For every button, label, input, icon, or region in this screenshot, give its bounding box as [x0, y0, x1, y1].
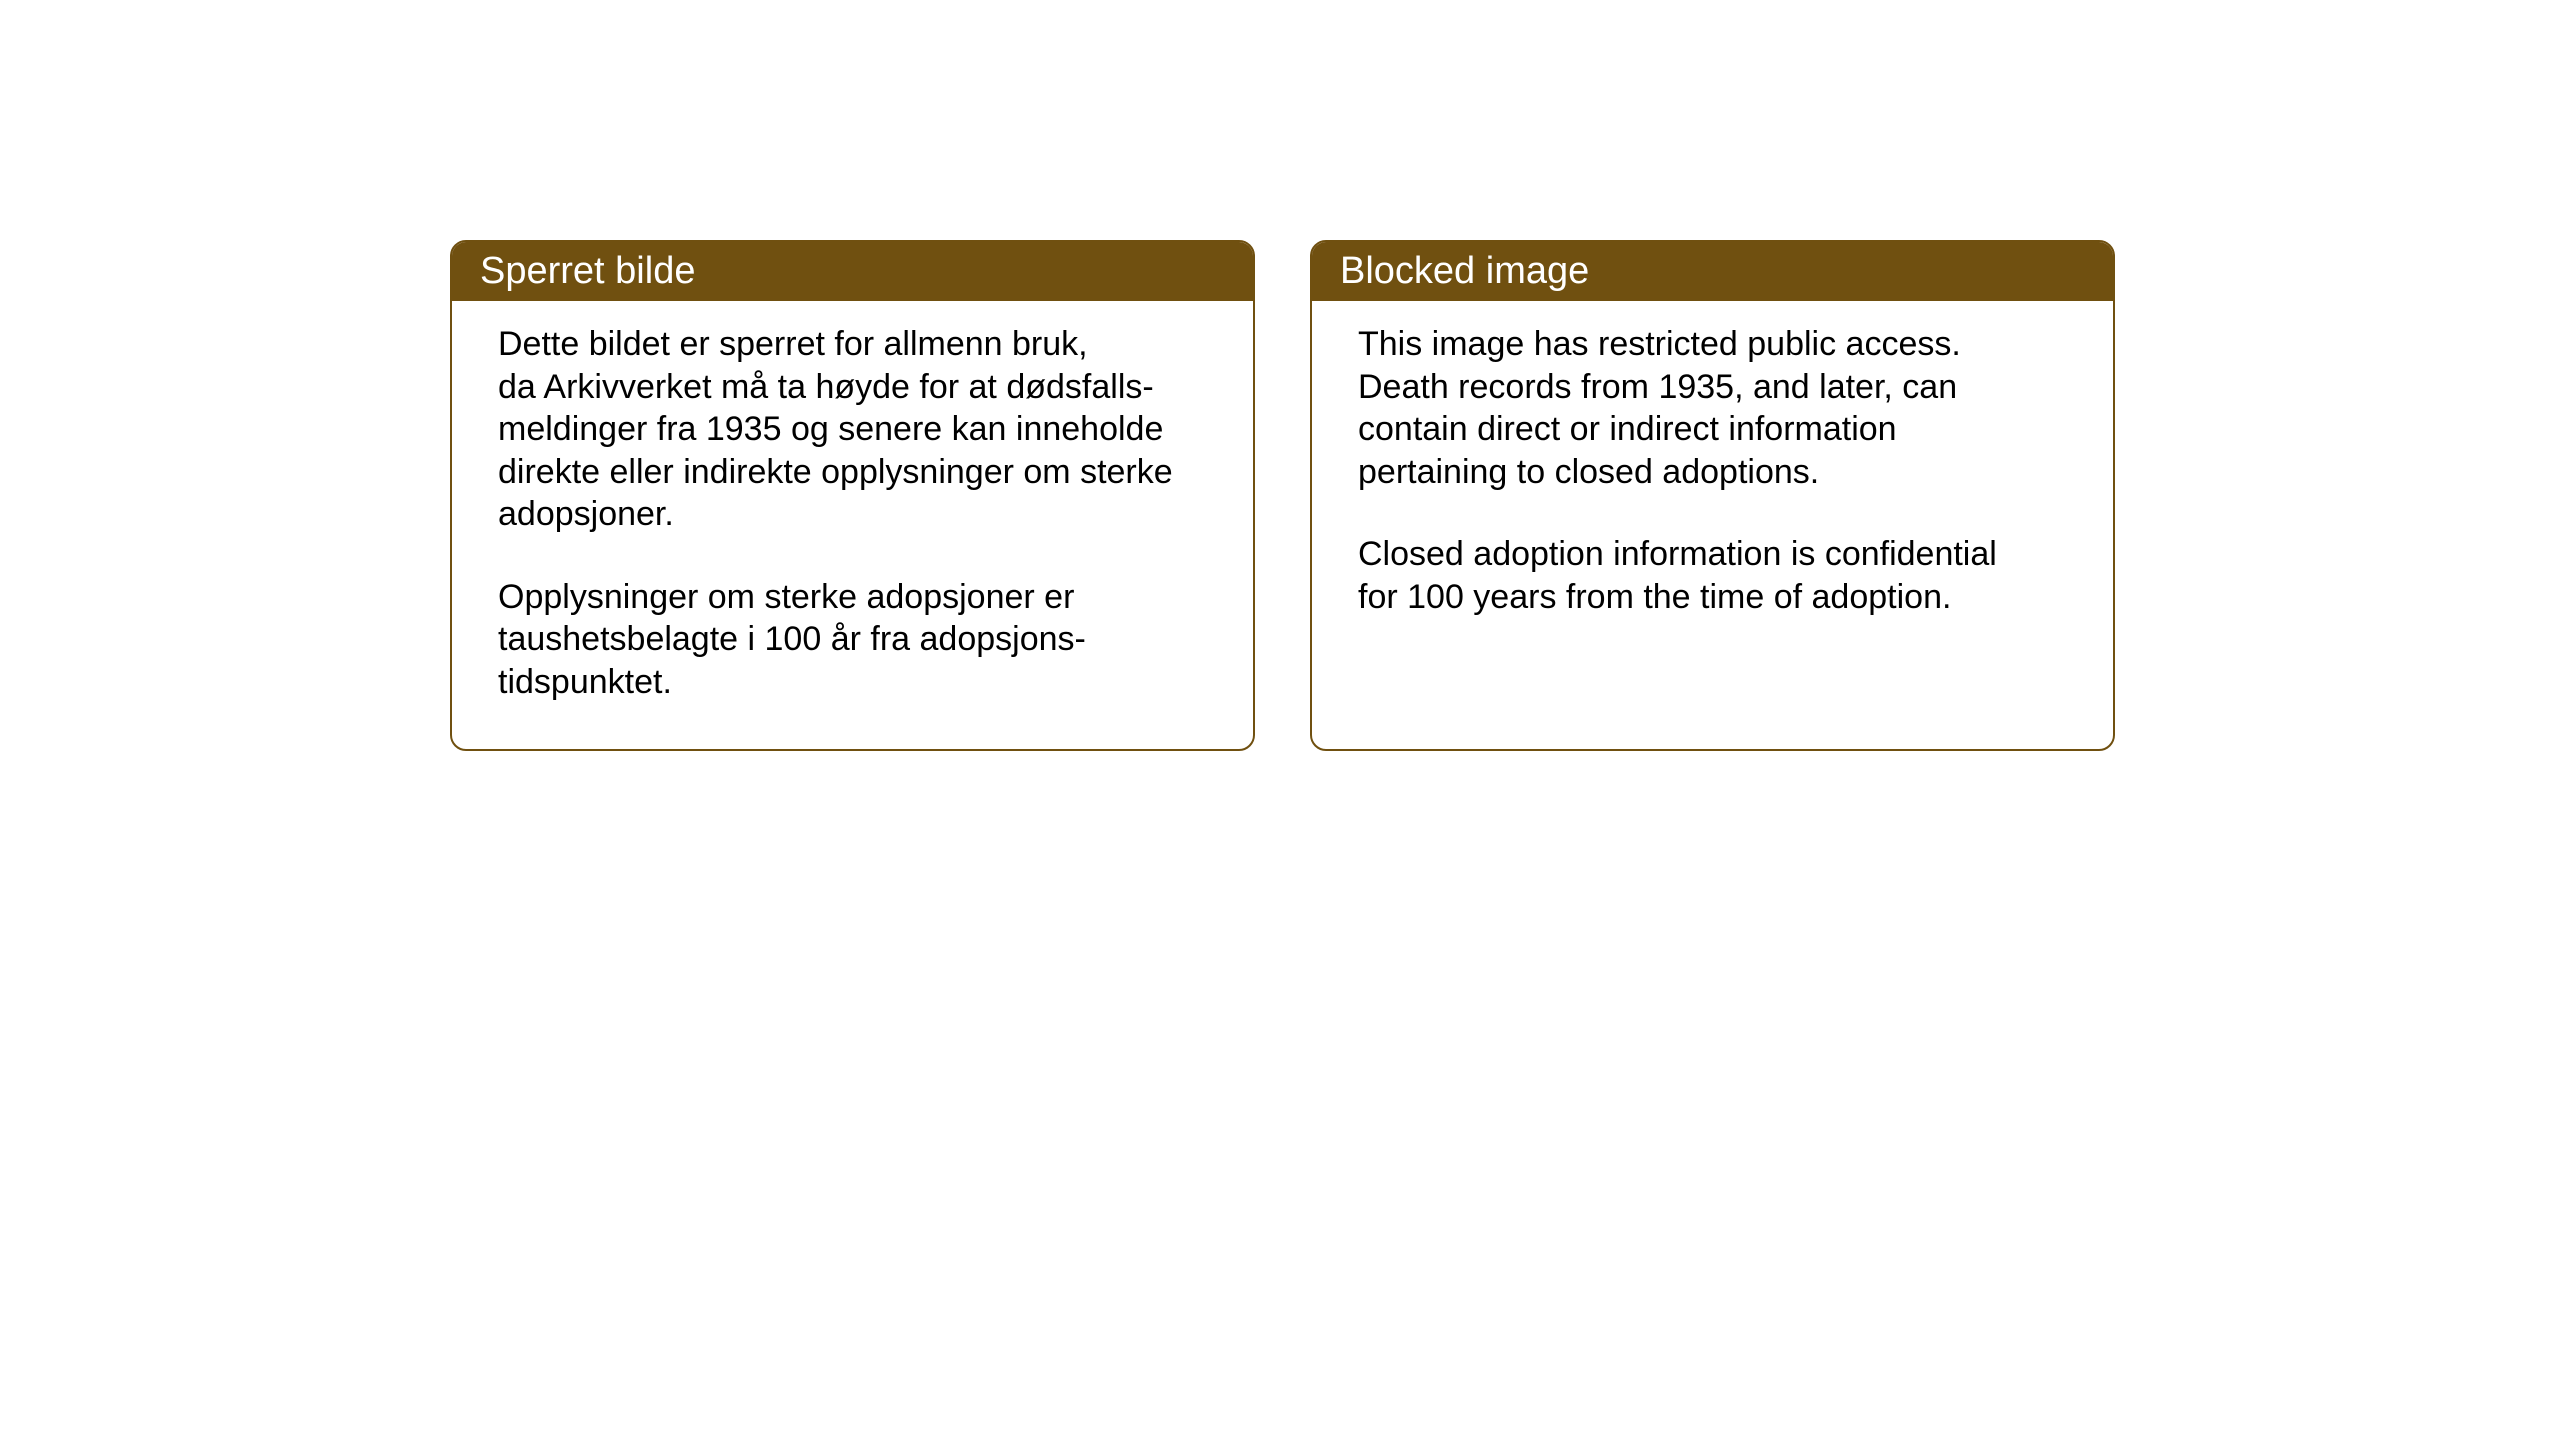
card-body-english: This image has restricted public access.… — [1312, 301, 2113, 664]
notice-card-english: Blocked image This image has restricted … — [1310, 240, 2115, 751]
notice-cards-container: Sperret bilde Dette bildet er sperret fo… — [450, 240, 2115, 751]
notice-card-norwegian: Sperret bilde Dette bildet er sperret fo… — [450, 240, 1255, 751]
card-paragraph2-english: Closed adoption information is confident… — [1358, 533, 2067, 618]
card-paragraph1-english: This image has restricted public access.… — [1358, 323, 2067, 493]
card-header-norwegian: Sperret bilde — [452, 242, 1253, 301]
card-paragraph1-norwegian: Dette bildet er sperret for allmenn bruk… — [498, 323, 1207, 536]
card-header-english: Blocked image — [1312, 242, 2113, 301]
card-title-norwegian: Sperret bilde — [480, 250, 695, 292]
card-title-english: Blocked image — [1340, 250, 1589, 292]
card-paragraph2-norwegian: Opplysninger om sterke adopsjoner ertaus… — [498, 576, 1207, 704]
card-body-norwegian: Dette bildet er sperret for allmenn bruk… — [452, 301, 1253, 749]
